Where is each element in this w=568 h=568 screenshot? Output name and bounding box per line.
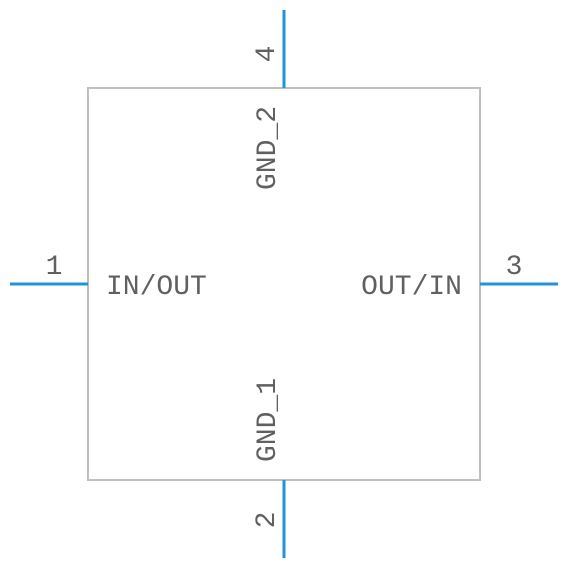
- pin-3-number: 3: [506, 252, 523, 283]
- pin-2-number: 2: [252, 512, 283, 529]
- pin-4-label: GND_2: [253, 106, 284, 190]
- pin-3-label: OUT/IN: [361, 272, 462, 303]
- pin-4-number: 4: [252, 46, 283, 63]
- pin-2-label: GND_1: [253, 378, 284, 462]
- pin-1-label: IN/OUT: [106, 272, 207, 303]
- pin-1-number: 1: [46, 252, 63, 283]
